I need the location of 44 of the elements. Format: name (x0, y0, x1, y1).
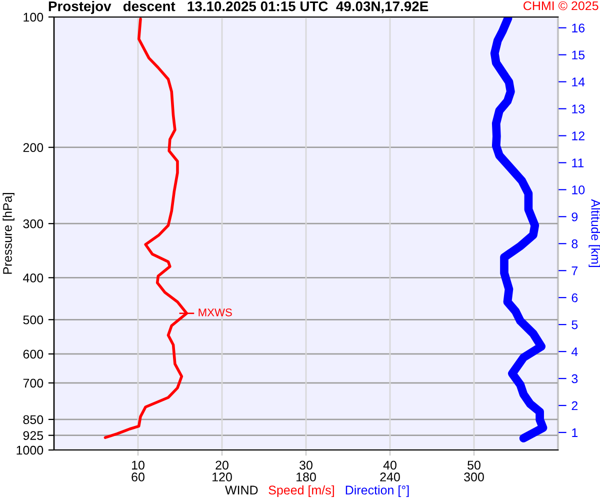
chart-title: Prostejov descent 13.10.2025 01:15 UTC 49.03N,17.92E (48, 1, 428, 14)
y2-tick-label: 8 (572, 239, 578, 248)
y2-tick-label: 13 (572, 104, 585, 114)
y2-tick-label: 12 (572, 132, 584, 140)
x-tick-label: 50 (468, 460, 480, 470)
text: CHMI © 2025 (524, 1, 598, 10)
y2-axis-title: Altitude [km] (588, 199, 600, 267)
y-tick-label: 1000 (16, 446, 44, 455)
x2-tick-label: 180 (296, 472, 316, 482)
y2-tick-label: 6 (572, 293, 578, 302)
text: Speed [m/s] (268, 485, 334, 497)
x-tick-label: 40 (383, 460, 396, 470)
y2-tick-label: 9 (572, 212, 578, 222)
y2-tick-label: 5 (572, 320, 578, 330)
y-tick-label: 925 (23, 431, 44, 440)
text: Direction [°] (346, 485, 409, 497)
y2-tick-label: 1 (572, 428, 578, 437)
y2-tick-label: 10 (572, 185, 585, 194)
y-tick-label: 300 (23, 219, 44, 228)
y-tick-label: 850 (23, 415, 44, 424)
y-tick-label: 100 (24, 12, 44, 22)
y2-tick-label: 16 (572, 24, 585, 32)
y-axis-title: Pressure [hPa] (2, 193, 14, 274)
y2-tick-label: 11 (572, 158, 584, 168)
x2-tick-label: 120 (212, 472, 232, 482)
y2-tick-label: 4 (571, 347, 578, 356)
y-tick-label: 400 (23, 273, 44, 282)
x2-tick-label: 60 (132, 472, 144, 482)
y2-tick-label: 15 (572, 50, 585, 60)
y-tick-label: 500 (23, 315, 44, 324)
x-axis-title: WIND (225, 486, 258, 494)
y-tick-label: 600 (23, 350, 44, 359)
y2-tick-label: 14 (572, 78, 585, 86)
y-tick-label: 700 (23, 378, 44, 388)
y-tick-label: 200 (23, 143, 44, 152)
x-tick-label: 20 (216, 460, 228, 470)
x-tick-label: 10 (132, 460, 144, 470)
y2-tick-label: 7 (572, 266, 578, 276)
y2-tick-label: 2 (572, 401, 578, 410)
annotation: MXWS (198, 308, 232, 316)
y2-tick-label: 3 (572, 374, 578, 384)
x2-tick-label: 300 (464, 472, 484, 482)
x2-tick-label: 240 (380, 472, 400, 482)
x-tick-label: 30 (300, 460, 312, 470)
